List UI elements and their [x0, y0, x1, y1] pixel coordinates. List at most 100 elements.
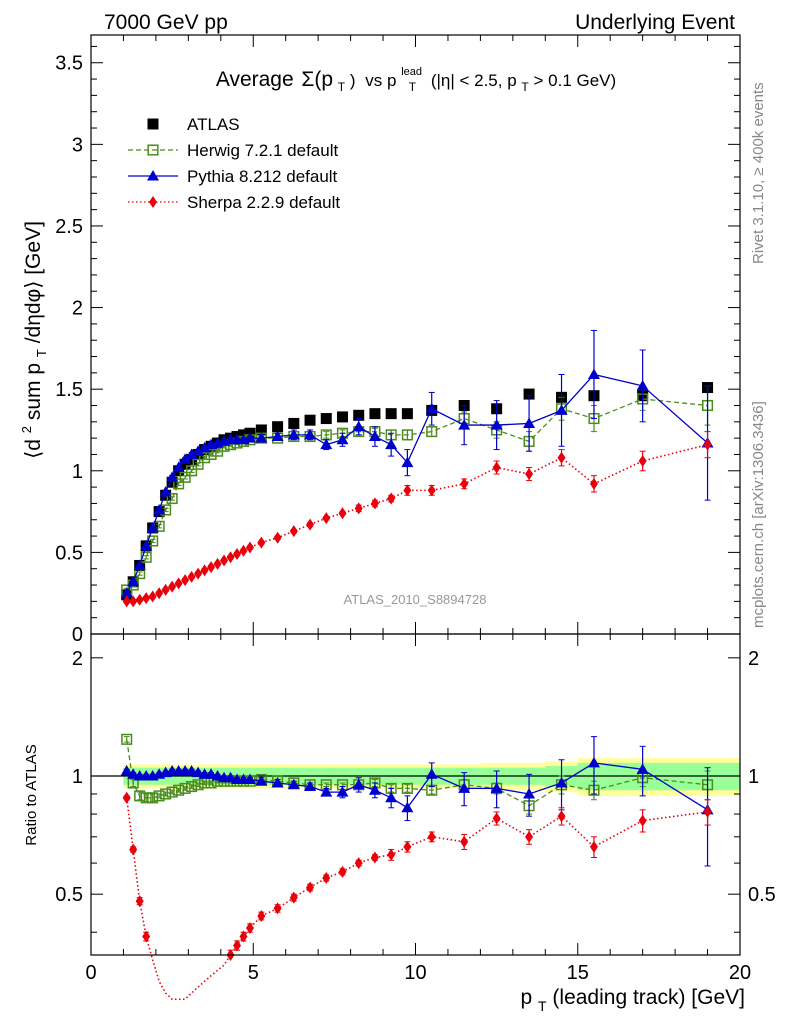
ylabel-c: /dηdφ⟩ [GeV] — [22, 221, 45, 343]
data-point — [353, 409, 365, 421]
data-point — [166, 492, 178, 505]
xlabel-a: p — [520, 986, 532, 1009]
data-point — [426, 426, 438, 438]
data-point — [122, 791, 131, 804]
data-point — [166, 471, 179, 482]
title-cuts-sub: T — [521, 80, 529, 94]
data-point — [354, 857, 363, 870]
data-point — [226, 551, 235, 564]
legend-label: Sherpa 2.2.9 default — [187, 193, 340, 212]
data-point — [336, 433, 349, 445]
data-point — [129, 595, 138, 608]
data-point — [121, 733, 133, 745]
data-point — [401, 429, 413, 441]
data-point — [198, 441, 211, 453]
data-point — [172, 461, 185, 473]
data-point — [134, 790, 146, 802]
y-tick-label: 1.5 — [55, 379, 83, 401]
data-point — [387, 492, 396, 505]
main-ylabel: ⟨d 2 sum p T /dηdφ⟩ [GeV] — [13, 221, 51, 459]
data-point — [246, 922, 255, 935]
data-point — [272, 421, 284, 433]
data-point — [304, 414, 316, 426]
data-point — [352, 778, 365, 790]
data-point — [555, 776, 568, 788]
y-tick-label: 2 — [72, 298, 83, 320]
data-point — [523, 388, 535, 400]
data-point — [336, 786, 349, 797]
data-point — [636, 763, 649, 774]
data-point — [458, 782, 471, 793]
data-point — [153, 503, 166, 515]
series-line — [125, 797, 708, 1001]
data-point — [199, 452, 211, 464]
y-tick-label-right: 1 — [748, 766, 759, 788]
data-point — [168, 580, 177, 593]
data-point — [525, 468, 534, 481]
y-tick-label: 2.5 — [55, 216, 83, 238]
data-point — [146, 521, 159, 533]
data-point — [233, 939, 242, 952]
data-point — [490, 782, 503, 793]
y-tick-label-right: 0.5 — [748, 884, 776, 906]
data-point — [458, 419, 471, 430]
data-point — [460, 477, 469, 490]
legend-label: Herwig 7.2.1 default — [187, 141, 338, 160]
data-point — [304, 428, 317, 440]
title-average: Average — [216, 68, 294, 91]
header-right: Underlying Event — [575, 11, 735, 34]
data-point — [200, 564, 209, 577]
data-point — [336, 411, 348, 423]
legend-marker — [149, 196, 157, 208]
data-point — [638, 814, 647, 827]
ratio-axes: 0.5 0.51 12 20 5 10 15 20 — [55, 633, 776, 984]
legend-entry: Pythia 8.212 default — [128, 167, 338, 186]
title-sigma-close: ) — [350, 71, 356, 90]
data-point — [257, 909, 266, 922]
y-tick-label: 1 — [72, 766, 83, 788]
data-point — [159, 486, 172, 497]
data-point — [179, 458, 191, 470]
data-point — [255, 424, 267, 436]
data-point — [387, 848, 396, 861]
main-title: Average Σ(p T ) vs p lead T (|η| < 2.5, … — [216, 60, 616, 95]
data-point — [370, 851, 379, 864]
data-point — [401, 801, 414, 813]
y-tick-label: 2 — [72, 648, 83, 670]
data-point — [179, 453, 192, 464]
legend-entry: Sherpa 2.2.9 default — [128, 193, 340, 212]
data-point — [385, 438, 398, 450]
legend-marker — [147, 170, 159, 181]
data-point — [352, 420, 365, 432]
data-point — [129, 843, 138, 856]
ratio-series-layer — [120, 733, 714, 1001]
data-point — [338, 507, 347, 520]
data-point — [368, 430, 381, 442]
series-pythia — [120, 736, 714, 867]
legend-label: Pythia 8.212 default — [187, 167, 338, 186]
data-point — [322, 871, 331, 884]
data-point — [289, 525, 298, 538]
y-tick-label: 0.5 — [55, 884, 83, 906]
data-point — [525, 830, 534, 843]
data-point — [140, 551, 152, 563]
data-point — [703, 805, 712, 818]
mcplots-label: mcplots.cern.ch [arXiv:1306.3436] — [750, 401, 767, 628]
data-point — [140, 792, 152, 804]
rivet-label: Rivet 3.1.10, ≥ 400k events — [750, 82, 767, 264]
data-point — [557, 810, 566, 823]
data-point — [587, 368, 600, 379]
data-point — [703, 438, 712, 451]
data-point — [244, 432, 257, 443]
data-point — [385, 408, 397, 420]
title-sigma: Σ(p — [301, 68, 333, 91]
legend-label: ATLAS — [187, 115, 240, 134]
data-point — [127, 575, 140, 587]
watermark: ATLAS_2010_S8894728 — [344, 592, 487, 607]
series-line — [126, 398, 708, 591]
data-point — [369, 408, 381, 420]
title-vs: vs p — [365, 71, 396, 90]
legend-marker — [147, 118, 159, 130]
data-point — [185, 448, 198, 459]
data-point — [120, 764, 133, 776]
